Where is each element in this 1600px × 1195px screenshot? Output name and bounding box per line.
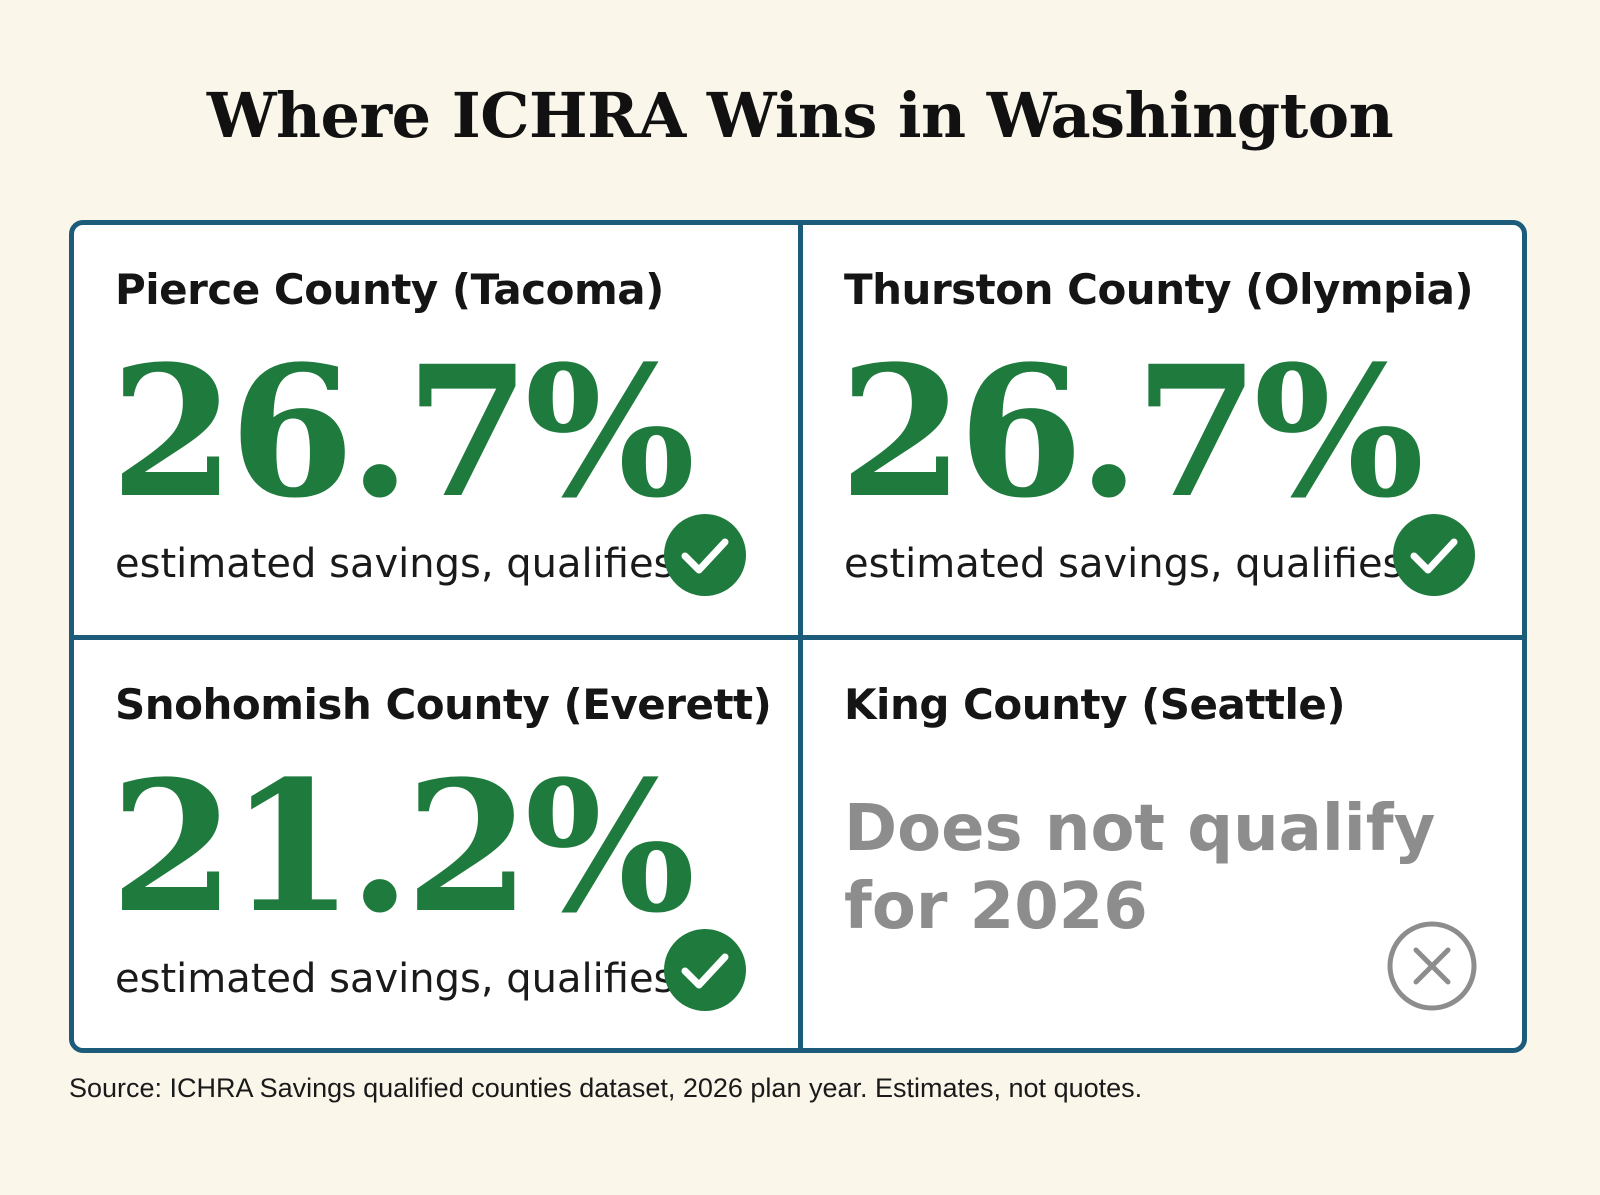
disqualified-status-line2: for 2026: [844, 870, 1148, 944]
savings-percent: 21.2%: [110, 742, 695, 953]
savings-note: estimated savings, qualifies: [844, 541, 1404, 587]
check-circle-icon: [664, 514, 746, 596]
source-note: Source: ICHRA Savings qualified counties…: [69, 1073, 1143, 1103]
savings-percent: 26.7%: [110, 327, 695, 538]
county-name: Thurston County (Olympia): [844, 265, 1474, 314]
county-card-thurston: Thurston County (Olympia) 26.7% estimate…: [803, 225, 1522, 635]
county-card-pierce: Pierce County (Tacoma) 26.7% estimated s…: [74, 225, 798, 635]
savings-note: estimated savings, qualifies: [115, 956, 675, 1002]
page-title: Where ICHRA Wins in Washington: [206, 79, 1394, 152]
check-circle-icon: [664, 929, 746, 1011]
county-card-snohomish: Snohomish County (Everett) 21.2% estimat…: [74, 640, 798, 1048]
savings-note: estimated savings, qualifies: [115, 541, 675, 587]
county-card-king: King County (Seattle) Does not qualify f…: [803, 640, 1522, 1048]
check-circle-icon: [1393, 514, 1475, 596]
county-name: Snohomish County (Everett): [115, 680, 772, 729]
county-name: Pierce County (Tacoma): [115, 265, 664, 314]
x-circle-icon: [1387, 921, 1477, 1011]
disqualified-status: Does not qualify for 2026: [844, 790, 1444, 946]
county-name: King County (Seattle): [844, 680, 1346, 729]
savings-percent: 26.7%: [839, 327, 1424, 538]
disqualified-status-line1: Does not qualify: [844, 792, 1436, 866]
horizontal-divider: [74, 635, 1522, 640]
county-grid: Pierce County (Tacoma) 26.7% estimated s…: [69, 220, 1527, 1053]
